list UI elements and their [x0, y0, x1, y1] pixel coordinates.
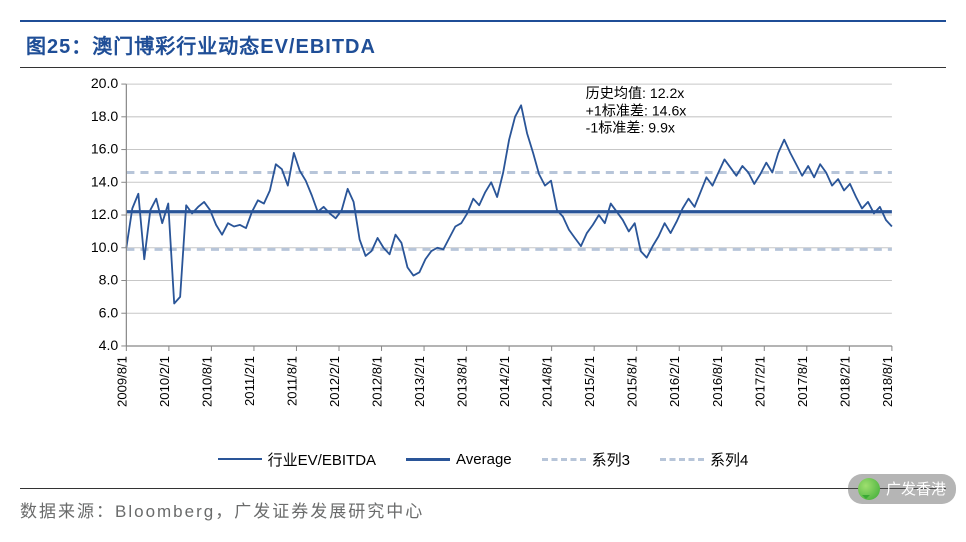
svg-text:+1标准差: 14.6x: +1标准差: 14.6x — [586, 102, 687, 118]
chart-title: 图25：澳门博彩行业动态EV/EBITDA — [26, 36, 376, 58]
legend-item: 行业EV/EBITDA — [218, 449, 376, 470]
svg-text:8.0: 8.0 — [99, 272, 119, 288]
svg-text:6.0: 6.0 — [99, 304, 119, 320]
source-line: 数据来源：Bloomberg，广发证券发展研究中心 — [20, 488, 946, 522]
svg-text:2012/8/1: 2012/8/1 — [370, 356, 385, 407]
svg-text:2016/8/1: 2016/8/1 — [710, 356, 725, 407]
svg-text:2010/8/1: 2010/8/1 — [199, 356, 214, 407]
legend-item: 系列3 — [542, 449, 630, 470]
wechat-icon — [858, 478, 880, 500]
svg-text:2017/8/1: 2017/8/1 — [795, 356, 810, 407]
y-axis: 4.0 6.0 8.0 10.0 12.0 14.0 16.0 18.0 20.0 — [91, 75, 126, 353]
legend-swatch — [406, 458, 450, 461]
legend-label: 系列3 — [592, 449, 630, 470]
svg-text:12.0: 12.0 — [91, 206, 119, 222]
svg-text:14.0: 14.0 — [91, 173, 119, 189]
svg-text:2012/2/1: 2012/2/1 — [327, 356, 342, 407]
svg-text:4.0: 4.0 — [99, 337, 119, 353]
legend-item: 系列4 — [660, 449, 748, 470]
svg-text:10.0: 10.0 — [91, 239, 119, 255]
x-axis: 2009/8/1 2010/2/1 2010/8/1 2011/2/1 2011/8/1… — [114, 346, 895, 407]
title-bar: 图25：澳门博彩行业动态EV/EBITDA — [20, 20, 946, 68]
svg-text:2016/2/1: 2016/2/1 — [667, 356, 682, 407]
svg-text:2014/8/1: 2014/8/1 — [540, 356, 555, 407]
svg-text:20.0: 20.0 — [91, 75, 119, 91]
svg-text:2017/2/1: 2017/2/1 — [752, 356, 767, 407]
watermark-label: 广发香港 — [886, 478, 946, 499]
svg-text:2010/2/1: 2010/2/1 — [157, 356, 172, 407]
reference-lines — [126, 172, 892, 249]
legend: 行业EV/EBITDA Average 系列3 系列4 — [20, 445, 946, 488]
svg-text:2014/2/1: 2014/2/1 — [497, 356, 512, 407]
annotations: 历史均值: 12.2x+1标准差: 14.6x-1标准差: 9.9x — [586, 85, 687, 135]
watermark: 广发香港 — [848, 474, 956, 504]
svg-text:2013/8/1: 2013/8/1 — [455, 356, 470, 407]
legend-item: Average — [406, 449, 512, 470]
svg-text:2009/8/1: 2009/8/1 — [114, 356, 129, 407]
chart-area: 4.0 6.0 8.0 10.0 12.0 14.0 16.0 18.0 20.0 2009/8… — [20, 68, 946, 445]
legend-label: Average — [456, 451, 512, 468]
grid — [126, 84, 892, 346]
legend-swatch — [218, 458, 262, 460]
svg-text:2013/2/1: 2013/2/1 — [412, 356, 427, 407]
svg-text:2015/8/1: 2015/8/1 — [625, 356, 640, 407]
legend-swatch — [542, 458, 586, 461]
legend-swatch — [660, 458, 704, 461]
svg-text:2011/2/1: 2011/2/1 — [242, 356, 257, 406]
svg-text:18.0: 18.0 — [91, 108, 119, 124]
svg-text:2018/2/1: 2018/2/1 — [837, 356, 852, 407]
svg-text:16.0: 16.0 — [91, 141, 119, 157]
svg-text:2015/2/1: 2015/2/1 — [582, 356, 597, 407]
source-label: 数据来源：Bloomberg，广发证券发展研究中心 — [20, 502, 424, 521]
figure-container: 图25：澳门博彩行业动态EV/EBITDA 4.0 6.0 8.0 10.0 12.0 1… — [20, 20, 946, 522]
series — [126, 105, 892, 303]
chart-svg: 4.0 6.0 8.0 10.0 12.0 14.0 16.0 18.0 20.0 2009/8… — [80, 74, 906, 437]
legend-label: 行业EV/EBITDA — [268, 449, 376, 470]
svg-text:2011/8/1: 2011/8/1 — [284, 356, 299, 406]
svg-text:2018/8/1: 2018/8/1 — [880, 356, 895, 407]
legend-label: 系列4 — [710, 449, 748, 470]
svg-text:历史均值: 12.2x: 历史均值: 12.2x — [586, 85, 685, 101]
svg-text:-1标准差: 9.9x: -1标准差: 9.9x — [586, 119, 675, 135]
